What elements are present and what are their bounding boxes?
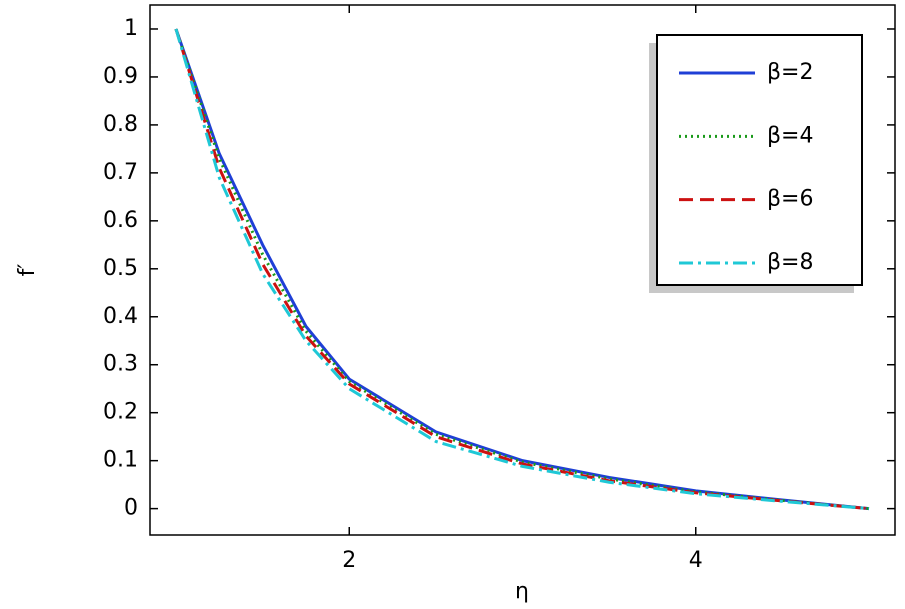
x-tick-label: 2 [342, 548, 356, 573]
x-tick-label: 4 [689, 548, 703, 573]
data-line [174, 28, 870, 511]
legend-label: β=6 [767, 187, 813, 212]
y-tick-label: 0.5 [103, 256, 138, 281]
y-tick-label: 0.6 [103, 208, 138, 233]
y-tick-label: 0.9 [103, 64, 138, 89]
legend-label: β=8 [767, 250, 813, 275]
data-line [174, 28, 870, 511]
plot-frame [149, 4, 896, 536]
y-tick-label: 0.1 [103, 448, 138, 473]
legend-box [656, 34, 863, 286]
y-tick-label: 0.4 [103, 304, 138, 329]
y-tick-label: 0.8 [103, 112, 138, 137]
data-line [174, 28, 870, 511]
y-tick-label: 0.7 [103, 160, 138, 185]
x-axis-label: η [515, 579, 529, 604]
y-tick-label: 0.3 [103, 352, 138, 377]
y-tick-label: 0.2 [103, 400, 138, 425]
legend-label: β=2 [767, 60, 813, 85]
y-axis-label: f′ [15, 264, 40, 277]
y-tick-label: 0 [124, 496, 138, 521]
y-tick-label: 1 [124, 16, 138, 41]
legend-label: β=4 [767, 123, 813, 148]
